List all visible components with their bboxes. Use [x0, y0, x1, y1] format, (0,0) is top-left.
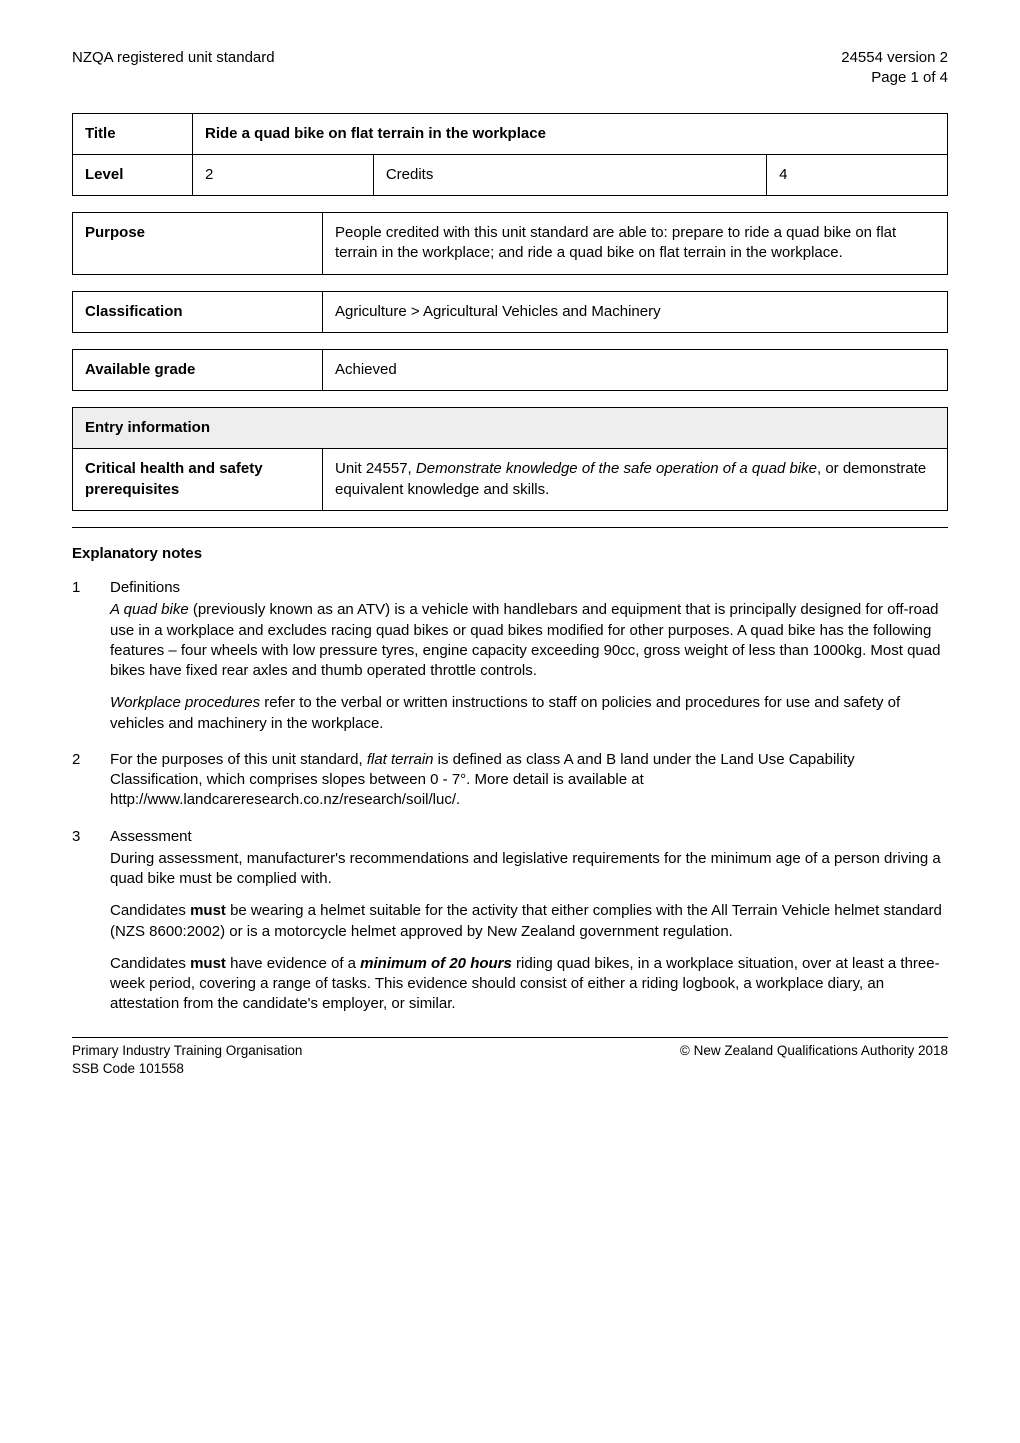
note-3-p3-pre: Candidates [110, 955, 190, 972]
title-label: Title [73, 113, 193, 154]
level-label: Level [73, 154, 193, 195]
note-3-p2-must: must [190, 902, 226, 919]
note-1-p2-term: Workplace procedures [110, 694, 260, 711]
note-3-p3: Candidates must have evidence of a minim… [110, 954, 948, 1015]
note-1-body: Definitions A quad bike (previously know… [110, 578, 948, 734]
header-left: NZQA registered unit standard [72, 48, 275, 89]
header-right: 24554 version 2 Page 1 of 4 [841, 48, 948, 89]
level-value: 2 [193, 154, 374, 195]
note-3-p2: Candidates must be wearing a helmet suit… [110, 901, 948, 942]
entry-info-table: Entry information Critical health and sa… [72, 407, 948, 511]
credits-value: 4 [767, 154, 948, 195]
footer-ssb: SSB Code 101558 [72, 1060, 302, 1078]
note-3-p3-minhours: minimum of 20 hours [360, 955, 512, 972]
note-3-p3-must: must [190, 955, 226, 972]
footer-right: © New Zealand Qualifications Authority 2… [680, 1042, 948, 1078]
note-3-num: 3 [72, 827, 110, 1015]
section-divider [72, 527, 948, 528]
classification-label: Classification [73, 291, 323, 332]
note-3: 3 Assessment During assessment, manufact… [72, 827, 948, 1015]
note-2: 2 For the purposes of this unit standard… [72, 750, 948, 811]
entry-val-pre: Unit 24557, [335, 460, 416, 477]
credits-label: Credits [373, 154, 766, 195]
footer-left: Primary Industry Training Organisation S… [72, 1042, 302, 1078]
note-3-p1: During assessment, manufacturer's recomm… [110, 849, 948, 890]
classification-table: Classification Agriculture > Agricultura… [72, 291, 948, 333]
page-header: NZQA registered unit standard 24554 vers… [72, 48, 948, 89]
note-3-p2-pre: Candidates [110, 902, 190, 919]
note-2-p1: For the purposes of this unit standard, … [110, 750, 948, 811]
entry-row-value: Unit 24557, Demonstrate knowledge of the… [323, 449, 948, 511]
page-footer: Primary Industry Training Organisation S… [72, 1038, 948, 1078]
classification-value: Agriculture > Agricultural Vehicles and … [323, 291, 948, 332]
note-3-p3-mid: have evidence of a [226, 955, 360, 972]
note-3-body: Assessment During assessment, manufactur… [110, 827, 948, 1015]
title-level-table: Title Ride a quad bike on flat terrain i… [72, 113, 948, 197]
note-1-p2: Workplace procedures refer to the verbal… [110, 693, 948, 734]
explanatory-heading: Explanatory notes [72, 544, 948, 564]
note-1: 1 Definitions A quad bike (previously kn… [72, 578, 948, 734]
footer-org: Primary Industry Training Organisation [72, 1042, 302, 1060]
grade-value: Achieved [323, 349, 948, 390]
note-1-p1-text: (previously known as an ATV) is a vehicl… [110, 601, 940, 679]
note-1-p1-term: A quad bike [110, 601, 189, 618]
note-3-subhead: Assessment [110, 827, 948, 847]
entry-info-header: Entry information [73, 408, 948, 449]
header-standard-id: 24554 version 2 [841, 48, 948, 68]
grade-table: Available grade Achieved [72, 349, 948, 391]
note-2-body: For the purposes of this unit standard, … [110, 750, 948, 811]
entry-val-italic: Demonstrate knowledge of the safe operat… [416, 460, 817, 477]
note-2-term: flat terrain [367, 751, 434, 768]
title-value: Ride a quad bike on flat terrain in the … [193, 113, 948, 154]
note-1-subhead: Definitions [110, 578, 948, 598]
note-1-num: 1 [72, 578, 110, 734]
note-1-p1: A quad bike (previously known as an ATV)… [110, 600, 948, 681]
grade-label: Available grade [73, 349, 323, 390]
header-page-num: Page 1 of 4 [841, 68, 948, 88]
purpose-table: Purpose People credited with this unit s… [72, 212, 948, 275]
entry-row-label: Critical health and safety prerequisites [73, 449, 323, 511]
note-3-p2-post: be wearing a helmet suitable for the act… [110, 902, 942, 939]
note-2-pre: For the purposes of this unit standard, [110, 751, 367, 768]
purpose-label: Purpose [73, 213, 323, 275]
note-2-num: 2 [72, 750, 110, 811]
purpose-value: People credited with this unit standard … [323, 213, 948, 275]
